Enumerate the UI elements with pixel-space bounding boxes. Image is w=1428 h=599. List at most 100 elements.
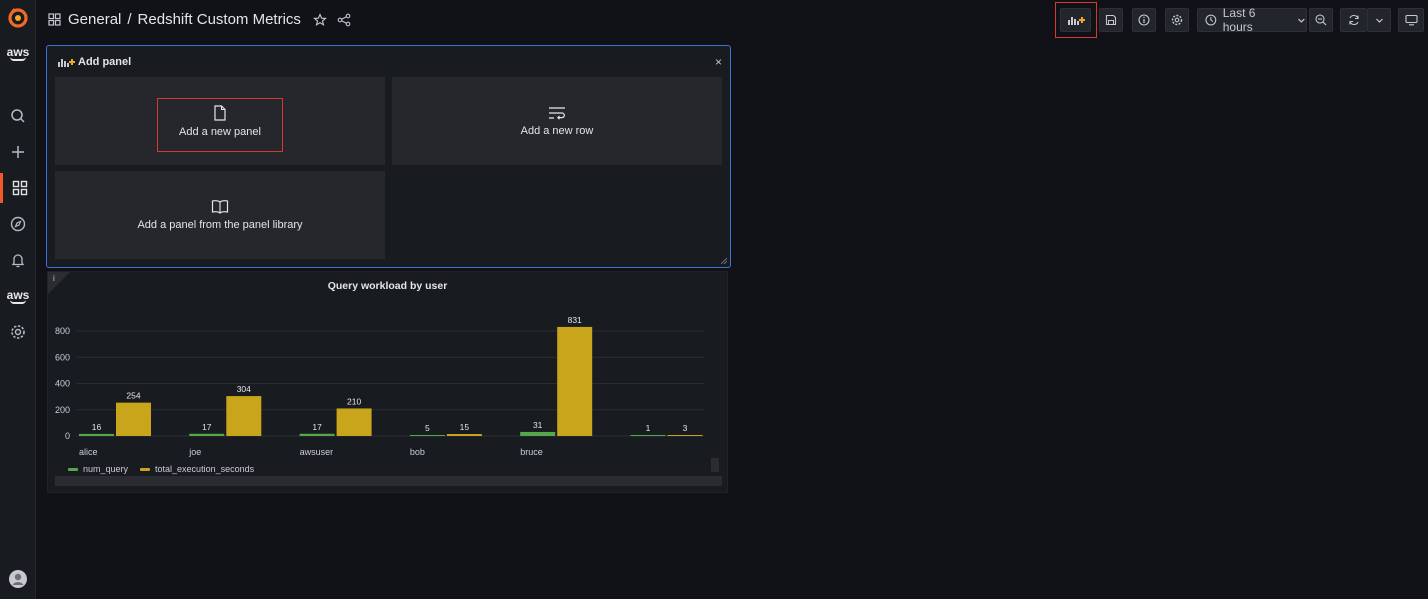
y-tick-label: 0 (65, 431, 70, 441)
legend-swatch-num-query (68, 467, 78, 471)
legend-label-total-execution-seconds[interactable]: total_execution_seconds (155, 464, 255, 474)
data-label: 254 (126, 391, 140, 401)
avatar-icon (9, 570, 27, 588)
y-tick-label: 600 (55, 352, 70, 362)
data-label: 15 (460, 422, 470, 432)
breadcrumb: General / Redshift Custom Metrics (48, 11, 351, 28)
add-panel-title: Add panel (78, 56, 132, 68)
wrap-row-icon (549, 106, 565, 120)
sidebar-item-search[interactable] (0, 101, 36, 131)
chart-legend: num_query total_execution_seconds (68, 464, 254, 474)
y-tick-label: 400 (55, 379, 70, 389)
refresh-icon (1349, 14, 1359, 26)
sidebar-item-configuration[interactable] (0, 317, 36, 347)
data-label: 831 (568, 315, 582, 325)
time-picker-button[interactable]: Last 6 hours (1197, 6, 1307, 34)
data-label: 210 (347, 396, 361, 406)
horizontal-scrollbar[interactable] (55, 476, 722, 486)
bar-num_query (299, 433, 335, 436)
add-panel-icon (58, 59, 75, 67)
bar-num_query (79, 433, 114, 436)
grafana-logo-icon (8, 8, 28, 28)
aws-logo: aws (6, 44, 30, 61)
search-icon (11, 109, 25, 123)
refresh-interval-dropdown[interactable] (1367, 8, 1391, 32)
clock-icon (1205, 14, 1217, 26)
monitor-icon (1404, 14, 1418, 26)
sidebar-item-alerting[interactable] (0, 245, 36, 275)
dashboard-info-button[interactable] (1132, 8, 1156, 32)
file-icon (214, 104, 226, 121)
legend-swatch-total-execution-seconds (140, 467, 151, 471)
tv-mode-button[interactable] (1398, 8, 1424, 32)
user-avatar[interactable] (0, 564, 36, 594)
add-from-library-label: Add a panel from the panel library (137, 219, 303, 231)
data-label: 16 (92, 422, 102, 432)
data-label: 31 (533, 420, 543, 430)
plus-icon (12, 146, 24, 158)
legend-scrollbar[interactable] (711, 458, 719, 472)
data-label: 3 (683, 423, 688, 433)
sidebar-item-explore[interactable] (0, 209, 36, 239)
add-from-library-card[interactable]: Add a panel from the panel library (55, 171, 385, 259)
close-icon[interactable]: × (714, 55, 722, 69)
bar-total_execution_seconds (116, 402, 151, 436)
query-workload-panel[interactable]: i Query workload by user 800 600 400 200 0 16… (47, 271, 728, 493)
bar-total_execution_seconds (226, 396, 262, 436)
info-icon[interactable]: i (53, 274, 55, 283)
legend-label-num-query[interactable]: num_query (83, 464, 129, 474)
breadcrumb-separator: / (127, 11, 132, 28)
bar-total_execution_seconds (446, 434, 482, 436)
sidebar: aws aws (0, 0, 36, 599)
bar-total_execution_seconds (667, 435, 703, 436)
x-tick-label: awsuser (300, 447, 334, 457)
time-range-label: Last 6 hours (1222, 6, 1256, 34)
add-panel-header: Add panel (57, 56, 131, 68)
bar-num_query (189, 433, 225, 436)
x-tick-label: alice (79, 447, 98, 457)
add-panel-button[interactable] (1060, 8, 1091, 32)
info-icon (1138, 14, 1150, 26)
bar-num_query (409, 435, 445, 436)
aws-home-link[interactable]: aws (0, 38, 36, 68)
add-new-row-card[interactable]: Add a new row (392, 77, 722, 165)
data-label: 5 (425, 423, 430, 433)
panel-info-corner[interactable] (48, 272, 70, 294)
share-icon[interactable] (337, 13, 351, 27)
star-icon[interactable] (312, 12, 327, 27)
data-label: 1 (646, 423, 651, 433)
breadcrumb-folder[interactable]: General (68, 11, 122, 28)
add-new-row-label: Add a new row (520, 124, 594, 137)
page-title[interactable]: Redshift Custom Metrics (137, 11, 301, 28)
gear-icon (11, 325, 25, 339)
bar-num_query (520, 431, 556, 436)
sidebar-item-create[interactable] (0, 137, 36, 167)
compass-icon (10, 216, 26, 232)
bell-icon (11, 254, 25, 268)
add-new-panel-card[interactable]: Add a new panel (55, 77, 385, 165)
gear-icon (1171, 14, 1183, 26)
chart-title[interactable]: Query workload by user (327, 280, 448, 292)
sidebar-item-aws[interactable]: aws (0, 281, 36, 311)
y-tick-label: 800 (55, 326, 70, 336)
x-tick-label: bob (410, 447, 425, 457)
x-tick-label: joe (188, 447, 201, 457)
bar-total_execution_seconds (336, 408, 372, 436)
refresh-button[interactable] (1340, 8, 1367, 32)
bar-num_query (630, 435, 666, 436)
sidebar-item-dashboards[interactable] (0, 173, 36, 203)
dashboards-icon (12, 180, 27, 196)
save-dashboard-button[interactable] (1099, 8, 1123, 32)
add-panel-icon (1067, 17, 1085, 25)
grafana-logo[interactable] (0, 2, 36, 32)
bar-chart: 800 600 400 200 0 16 254 alice 17 304 joe 17 210 awsu… (55, 315, 704, 457)
add-panel-widget: Add panel × Add a new panel Add a new ro… (46, 45, 731, 268)
data-label: 17 (202, 422, 212, 432)
bar-total_execution_seconds (557, 326, 593, 436)
chevron-down-icon (1298, 18, 1305, 23)
dashboard-settings-button[interactable] (1165, 8, 1189, 32)
resize-handle-icon[interactable] (721, 258, 727, 264)
zoom-out-button[interactable] (1309, 8, 1333, 32)
x-tick-label: bruce (520, 447, 543, 457)
chevron-down-icon (1375, 18, 1383, 23)
